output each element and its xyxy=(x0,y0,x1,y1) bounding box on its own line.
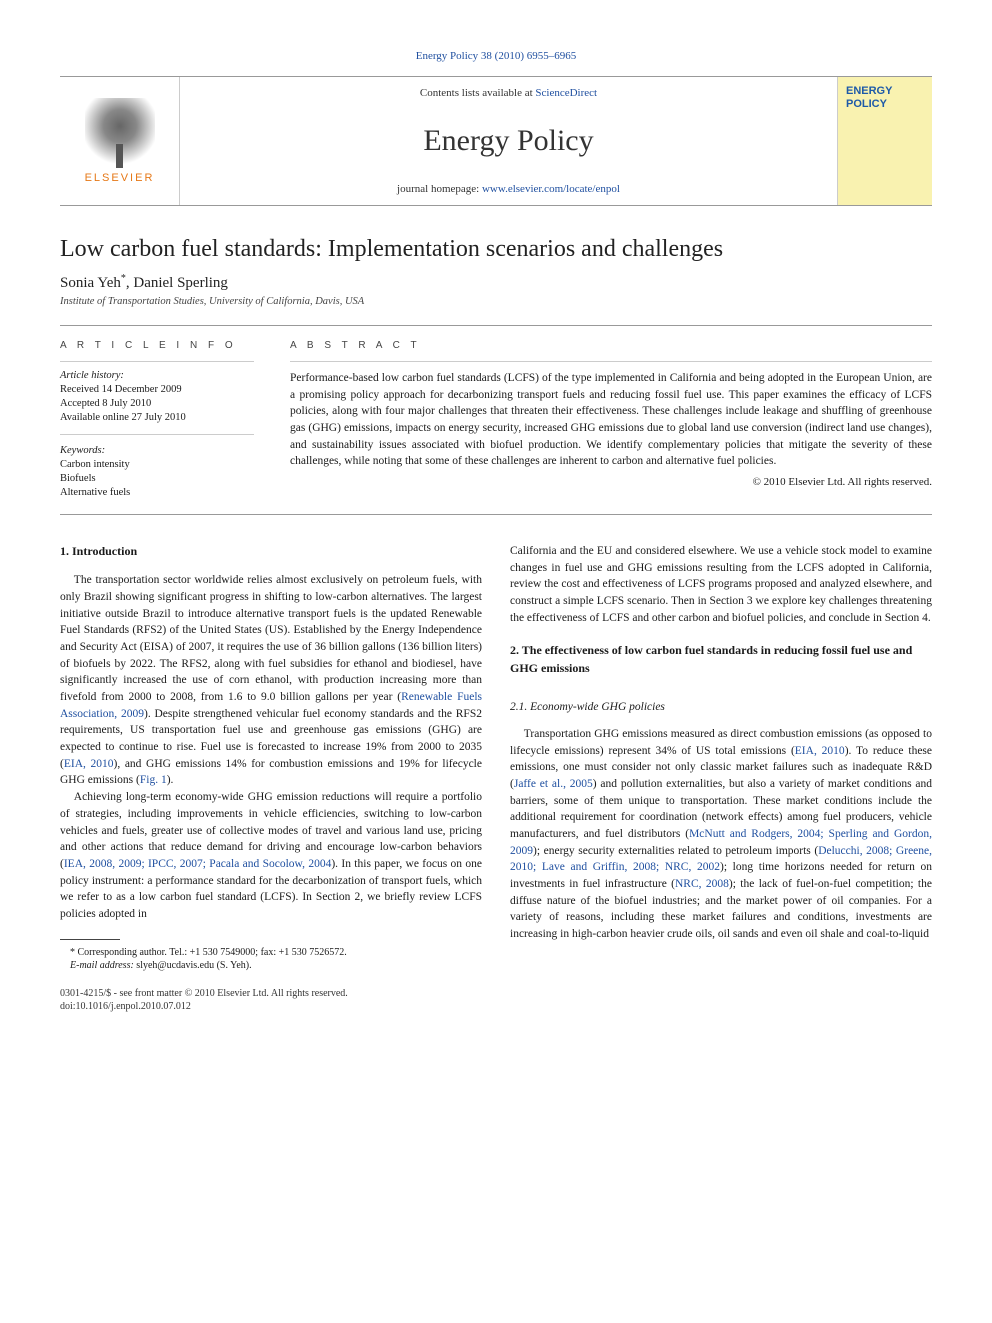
keyword-2: Biofuels xyxy=(60,472,254,486)
homepage-line: journal homepage: www.elsevier.com/locat… xyxy=(180,183,837,195)
elsevier-logo: ELSEVIER xyxy=(60,77,180,205)
ref-nrc-2008[interactable]: NRC, 2008 xyxy=(675,878,729,890)
meta-row: A R T I C L E I N F O Article history: R… xyxy=(60,325,932,515)
journal-cover-thumbnail: ENERGY POLICY xyxy=(837,77,932,205)
keywords-label: Keywords: xyxy=(60,445,254,456)
contents-line: Contents lists available at ScienceDirec… xyxy=(180,87,837,99)
corresponding-author: * Corresponding author. Tel.: +1 530 754… xyxy=(60,946,482,960)
journal-header-band: ELSEVIER Contents lists available at Sci… xyxy=(60,76,932,206)
journal-reference: Energy Policy 38 (2010) 6955–6965 xyxy=(60,50,932,62)
author-names: Sonia Yeh*, Daniel Sperling xyxy=(60,275,228,291)
section-2-1-title: 2.1. Economy-wide GHG policies xyxy=(510,699,932,716)
s2-1-p1-mid3: ); energy security externalities related… xyxy=(533,845,818,857)
abstract-copyright: © 2010 Elsevier Ltd. All rights reserved… xyxy=(290,476,932,488)
history-accepted: Accepted 8 July 2010 xyxy=(60,397,254,411)
footer-block: 0301-4215/$ - see front matter © 2010 El… xyxy=(60,987,482,1013)
history-online: Available online 27 July 2010 xyxy=(60,411,254,425)
s1-p2: Achieving long-term economy-wide GHG emi… xyxy=(60,789,482,922)
authors: Sonia Yeh*, Daniel Sperling xyxy=(60,273,932,292)
article-body: 1. Introduction The transportation secto… xyxy=(60,543,932,1013)
article-info-heading: A R T I C L E I N F O xyxy=(60,340,254,351)
s1-p2-continued: California and the EU and considered els… xyxy=(510,543,932,626)
homepage-link[interactable]: www.elsevier.com/locate/enpol xyxy=(482,183,620,195)
ref-iea-ipcc[interactable]: IEA, 2008, 2009; IPCC, 2007; Pacala and … xyxy=(64,858,331,870)
ref-eia-2010b[interactable]: EIA, 2010 xyxy=(795,745,845,757)
footer-line1: 0301-4215/$ - see front matter © 2010 El… xyxy=(60,987,482,1000)
abstract-heading: A B S T R A C T xyxy=(290,340,932,351)
abstract-body: Performance-based low carbon fuel standa… xyxy=(290,370,932,470)
contents-prefix: Contents lists available at xyxy=(420,87,535,99)
article-title: Low carbon fuel standards: Implementatio… xyxy=(60,236,932,263)
s1-p1-tail3: ). xyxy=(167,774,174,786)
s1-p1-tail2: ), and GHG emissions 14% for combustion … xyxy=(60,758,482,787)
ref-jaffe-2005[interactable]: Jaffe et al., 2005 xyxy=(514,778,593,790)
footnotes: * Corresponding author. Tel.: +1 530 754… xyxy=(60,946,482,973)
elsevier-brand-text: ELSEVIER xyxy=(85,172,155,184)
homepage-prefix: journal homepage: xyxy=(397,183,482,195)
ref-fig1[interactable]: Fig. 1 xyxy=(140,774,167,786)
email-line: E-mail address: slyeh@ucdavis.edu (S. Ye… xyxy=(60,959,482,973)
s1-p1: The transportation sector worldwide reli… xyxy=(60,572,482,789)
journal-name: Energy Policy xyxy=(180,124,837,158)
keyword-3: Alternative fuels xyxy=(60,486,254,500)
history-received: Received 14 December 2009 xyxy=(60,383,254,397)
keyword-1: Carbon intensity xyxy=(60,458,254,472)
footer-line2: doi:10.1016/j.enpol.2010.07.012 xyxy=(60,1000,482,1013)
email-label: E-mail address: xyxy=(70,960,134,971)
elsevier-tree-icon xyxy=(85,98,155,168)
section-1-title: 1. Introduction xyxy=(60,543,482,560)
abstract: A B S T R A C T Performance-based low ca… xyxy=(270,326,932,514)
cover-title: ENERGY POLICY xyxy=(846,85,924,111)
s2-1-p1: Transportation GHG emissions measured as… xyxy=(510,726,932,943)
email-address: slyeh@ucdavis.edu (S. Yeh). xyxy=(136,960,251,971)
header-center: Contents lists available at ScienceDirec… xyxy=(180,77,837,205)
article-info: A R T I C L E I N F O Article history: R… xyxy=(60,326,270,514)
corresponding-marker: * xyxy=(121,273,126,284)
section-2-title: 2. The effectiveness of low carbon fuel … xyxy=(510,642,932,677)
ref-eia-2010a[interactable]: EIA, 2010 xyxy=(64,758,114,770)
affiliation: Institute of Transportation Studies, Uni… xyxy=(60,296,932,307)
s1-p1-text: The transportation sector worldwide reli… xyxy=(60,574,482,703)
history-label: Article history: xyxy=(60,370,254,381)
footnote-rule xyxy=(60,939,120,940)
sciencedirect-link[interactable]: ScienceDirect xyxy=(535,87,597,99)
